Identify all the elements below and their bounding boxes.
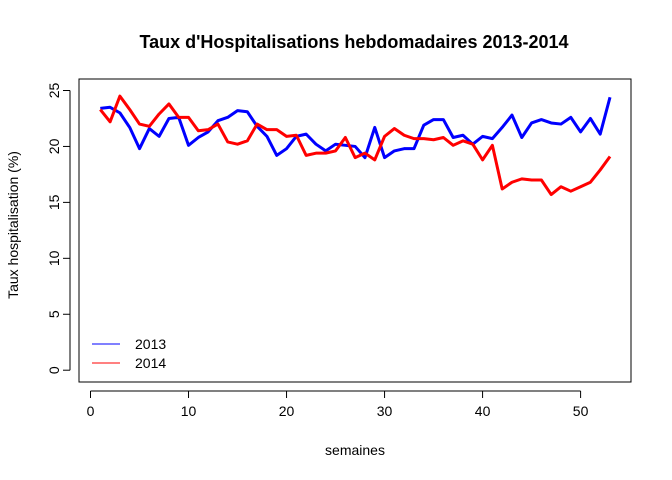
x-axis-label: semaines — [325, 442, 385, 458]
series-layer — [99, 94, 612, 197]
series-line-2014 — [99, 94, 612, 197]
legend: 2013 2014 — [92, 336, 166, 371]
y-axis-label: Taux hospitalisation (%) — [5, 151, 21, 299]
x-tick-label: 40 — [475, 403, 491, 419]
x-tick-label: 10 — [181, 403, 197, 419]
x-tick-label: 20 — [279, 403, 295, 419]
legend-label-2014: 2014 — [135, 355, 166, 371]
chart-title: Taux d'Hospitalisations hebdomadaires 20… — [139, 32, 568, 52]
x-tick-label: 50 — [573, 403, 589, 419]
y-tick-label: 5 — [46, 310, 62, 318]
series-line-2013 — [100, 96, 612, 160]
y-tick-label: 20 — [46, 138, 62, 154]
x-tick-label: 30 — [377, 403, 393, 419]
y-tick-label: 25 — [46, 83, 62, 99]
plot-frame — [78, 78, 632, 383]
y-tick-label: 0 — [46, 366, 62, 374]
y-tick-label: 15 — [46, 194, 62, 210]
x-tick-label: 0 — [87, 403, 95, 419]
y-tick-label: 10 — [46, 250, 62, 266]
plot-border — [78, 78, 632, 383]
y-axis: 0 5 10 15 20 25 — [46, 83, 71, 374]
x-axis: 0 10 20 30 40 50 — [87, 390, 589, 419]
legend-label-2013: 2013 — [135, 336, 166, 352]
